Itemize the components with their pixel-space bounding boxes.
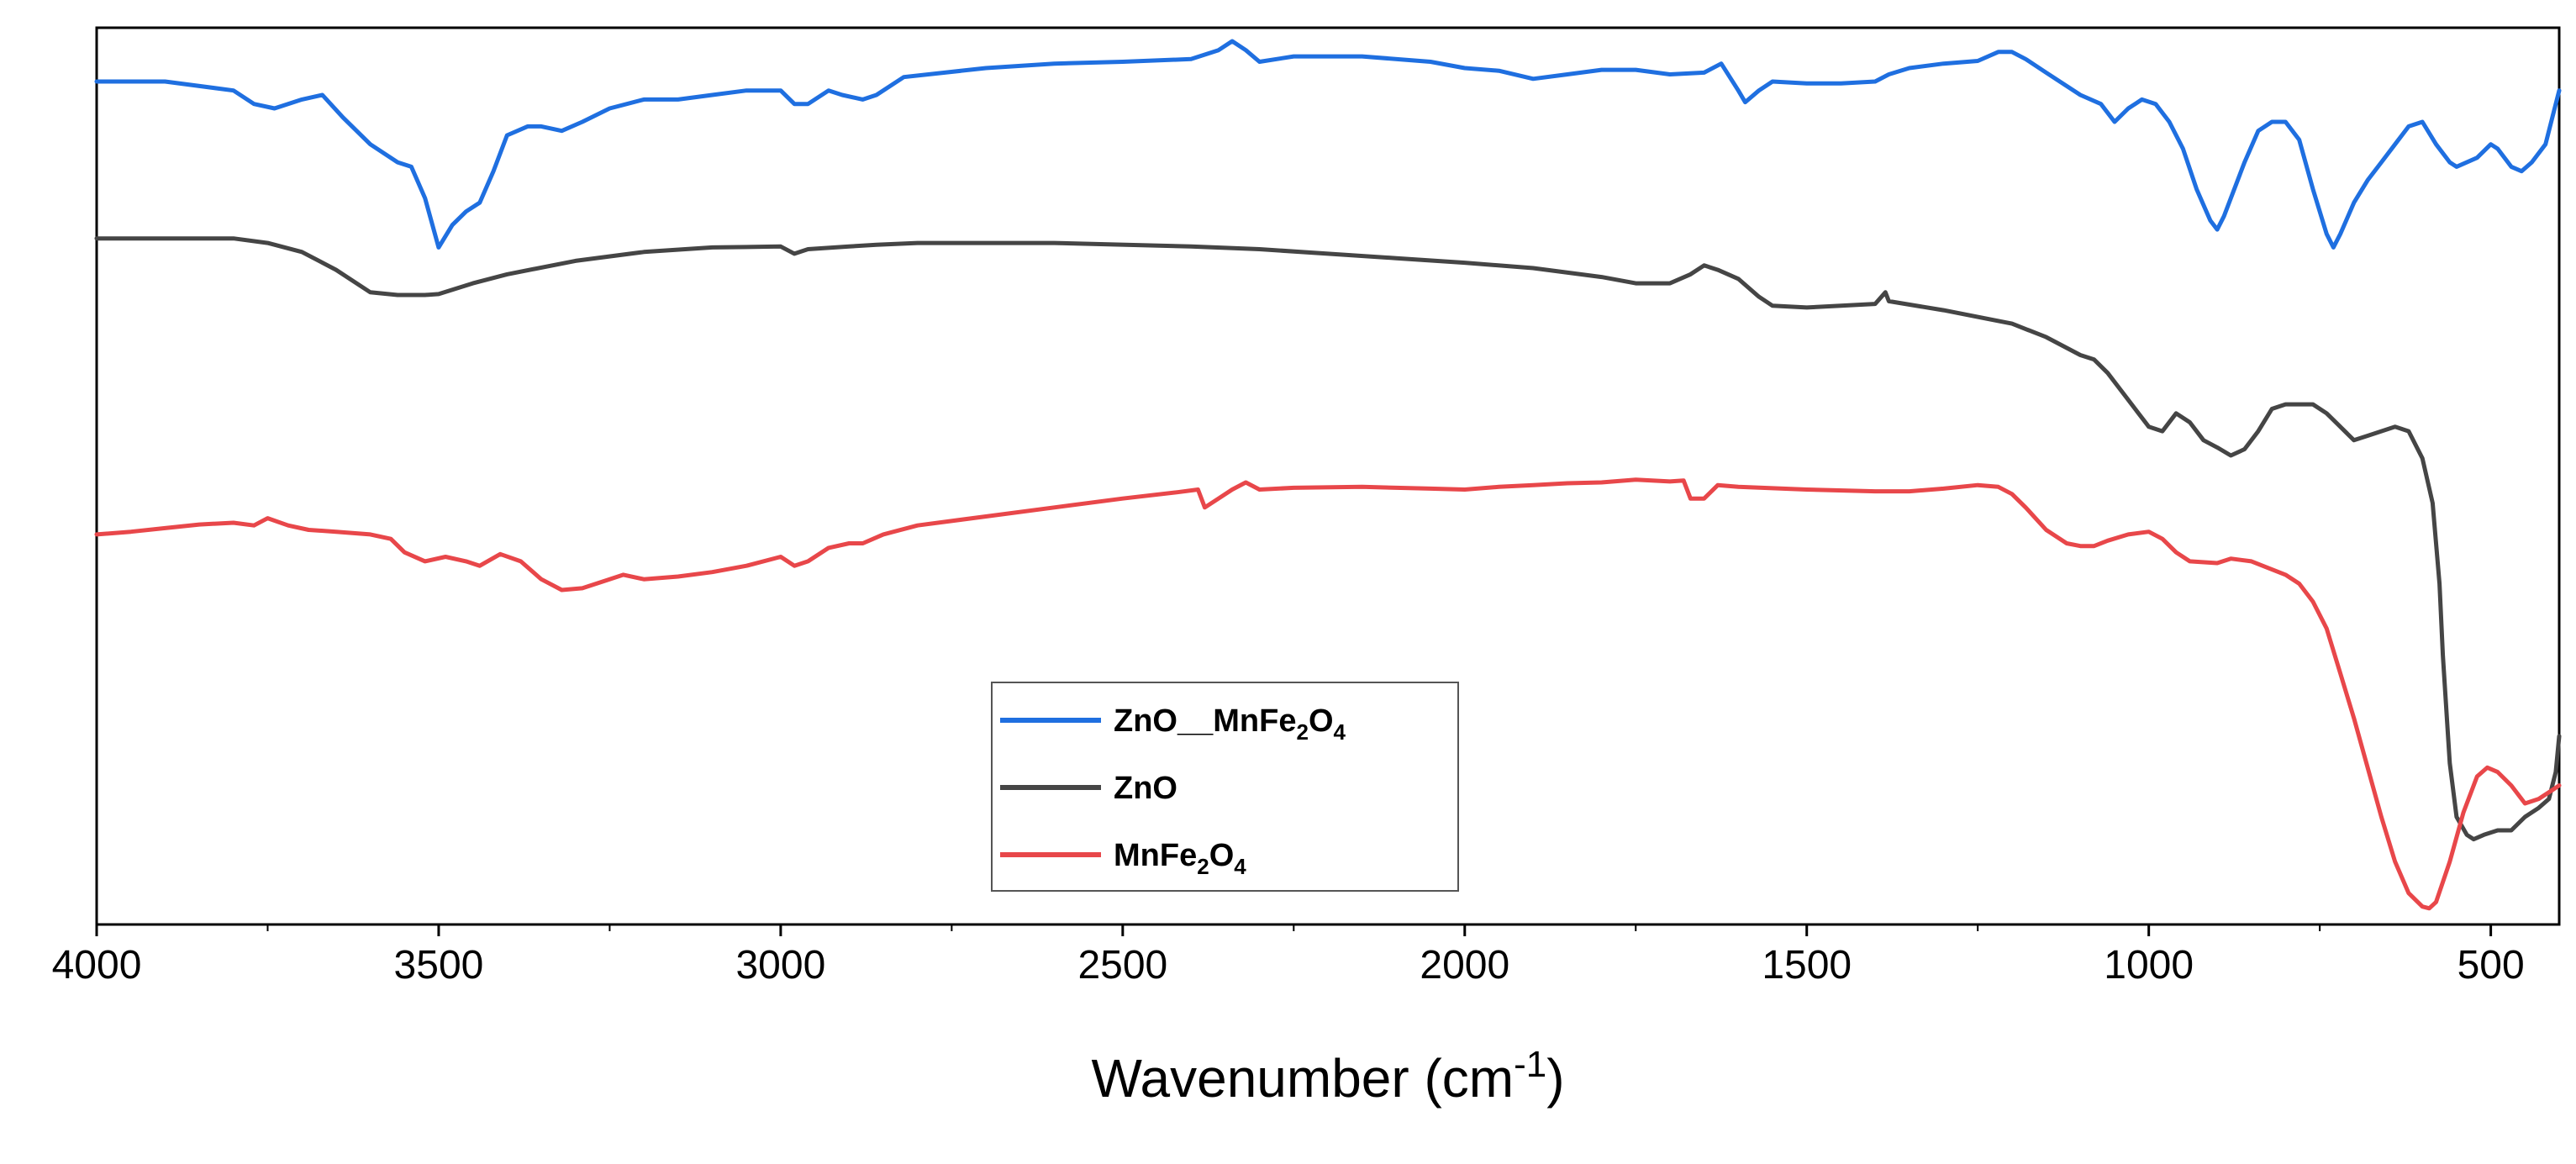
series-lines	[94, 39, 2562, 911]
x-axis-ticks: 4000 3500 3000 2500 2000 1500 1000 500	[52, 924, 2525, 988]
series-line-2	[94, 477, 2562, 911]
legend-label-1: ZnO	[1114, 771, 1177, 806]
x-tick-label: 3500	[394, 943, 484, 988]
x-axis-title-superscript: -1	[1514, 1044, 1546, 1085]
x-axis-title: Wavenumber (cm-1)	[1091, 1044, 1564, 1109]
x-tick-label: 2000	[1420, 943, 1509, 988]
x-tick-label: 1500	[1762, 943, 1852, 988]
x-axis-title-close: )	[1546, 1048, 1564, 1109]
x-tick-label: 3000	[735, 943, 825, 988]
series-line-1	[94, 236, 2562, 842]
x-tick-label: 2500	[1077, 943, 1167, 988]
legend: ZnO__MnFe2O4 ZnO MnFe2O4	[991, 682, 1459, 892]
legend-label-0: ZnO__MnFe2O4	[1114, 703, 1346, 745]
legend-label-2: MnFe2O4	[1114, 838, 1246, 879]
series-line-0	[94, 39, 2562, 250]
x-tick-label: 500	[2457, 943, 2525, 988]
x-tick-label: 4000	[52, 943, 142, 988]
x-tick-label: 1000	[2104, 943, 2194, 988]
x-axis-title-text: Wavenumber (cm	[1091, 1048, 1514, 1109]
